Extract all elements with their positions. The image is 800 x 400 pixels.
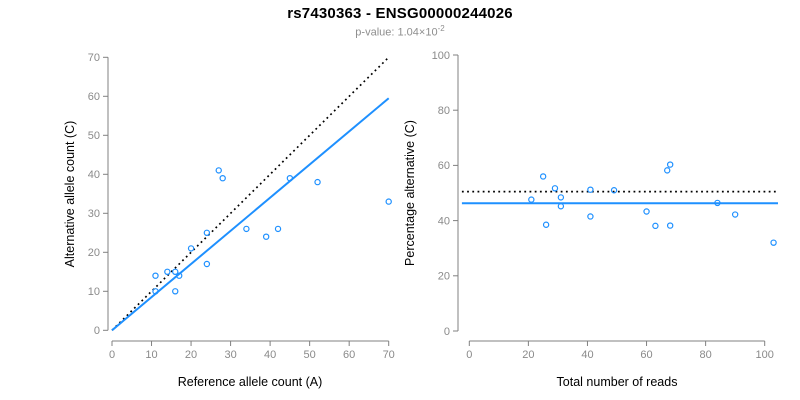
data-point [262, 233, 270, 240]
x-tick-label: 30 [224, 349, 236, 361]
data-point [274, 225, 282, 233]
x-tick-label: 40 [264, 349, 276, 361]
x-tick-label: 100 [756, 349, 774, 361]
data-point [215, 167, 222, 174]
figure-title: rs7430363 - ENSG00000244026 [287, 5, 513, 22]
data-point [243, 225, 250, 233]
data-point [187, 245, 195, 252]
x-tick-label: 0 [466, 349, 472, 361]
x-tick-label: 50 [304, 349, 316, 361]
x-tick-label: 10 [145, 349, 157, 361]
figure-subtitle: p-value: 1.04×10-2 [0, 24, 800, 39]
data-point [385, 198, 392, 205]
y-tick-label: 10 [88, 286, 100, 298]
data-point [652, 222, 659, 230]
x-tick-label: 60 [343, 349, 355, 361]
y-tick-label: 80 [438, 105, 450, 117]
y-tick-label: 20 [438, 271, 450, 283]
y-tick-label: 20 [88, 247, 100, 259]
y-tick-label: 40 [88, 169, 100, 181]
data-point [587, 213, 594, 220]
data-point [643, 208, 650, 215]
data-point [539, 173, 547, 180]
data-point [172, 288, 179, 295]
y-tick-label: 0 [94, 325, 100, 337]
y-tick-label: 60 [438, 160, 450, 172]
data-point [666, 161, 674, 168]
x-tick-label: 0 [109, 349, 115, 361]
data-point [770, 239, 777, 246]
y-tick-label: 40 [438, 215, 450, 227]
fit-line [111, 97, 390, 332]
x-tick-label: 70 [383, 349, 395, 361]
right-y-axis-label: Percentage alternative (C) [403, 120, 417, 266]
left-plot-allele-counts: Reference allele count (A) Alternative a… [63, 52, 395, 389]
data-point [731, 211, 739, 218]
data-point [175, 272, 183, 279]
y-tick-label: 70 [88, 52, 100, 64]
data-point [714, 199, 721, 207]
data-point [314, 178, 321, 186]
identity-line [111, 56, 390, 331]
x-tick-label: 20 [522, 349, 534, 361]
y-tick-label: 100 [432, 50, 450, 62]
data-point [219, 174, 226, 182]
right-plot-percentage: Total number of reads Percentage alterna… [403, 50, 778, 389]
data-point [203, 229, 211, 236]
data-point [557, 203, 565, 210]
left-y-axis-label: Alternative allele count (C) [63, 121, 77, 268]
data-point [286, 174, 294, 182]
x-tick-label: 80 [699, 349, 711, 361]
left-x-axis-label: Reference allele count (A) [178, 375, 323, 389]
y-tick-label: 50 [88, 130, 100, 142]
data-point [164, 268, 171, 275]
data-point [152, 288, 159, 295]
data-point [666, 222, 674, 229]
p-value-text: p-value: 1.04×10 [355, 26, 438, 39]
data-point [664, 167, 671, 174]
x-tick-label: 60 [640, 349, 652, 361]
y-tick-label: 30 [88, 208, 100, 220]
data-point [587, 186, 594, 193]
p-value-exponent: -2 [437, 24, 445, 33]
right-x-axis-label: Total number of reads [557, 375, 678, 389]
y-tick-label: 60 [88, 91, 100, 103]
data-point [610, 187, 618, 194]
data-point [152, 272, 159, 279]
y-tick-label: 0 [444, 326, 450, 338]
data-point [557, 194, 565, 201]
data-point [542, 221, 550, 228]
x-tick-label: 20 [185, 349, 197, 361]
data-point [203, 260, 211, 268]
data-point [528, 196, 535, 203]
data-point [551, 185, 559, 192]
data-point [172, 268, 179, 275]
x-tick-label: 40 [581, 349, 593, 361]
